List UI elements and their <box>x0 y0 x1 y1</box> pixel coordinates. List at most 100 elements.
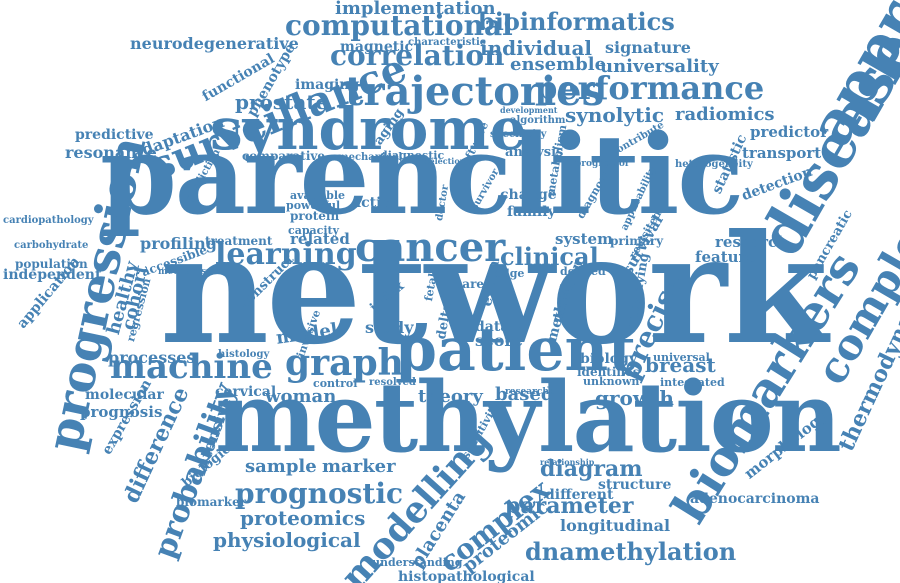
cloud-word: control <box>313 377 358 390</box>
cloud-word: mechanisms <box>158 267 221 277</box>
cloud-word: structure <box>598 477 672 493</box>
cloud-word: synolytic <box>565 103 664 127</box>
cloud-word: biology <box>580 351 638 367</box>
cloud-word: active <box>352 195 399 211</box>
cloud-word: care <box>455 277 485 291</box>
cloud-word: score <box>475 331 524 350</box>
cloud-word: clinical <box>500 242 599 271</box>
cloud-word: growth <box>595 386 674 410</box>
cloud-word: processes <box>108 348 196 367</box>
cloud-word: resolved <box>369 377 416 388</box>
cloud-word: cancer <box>355 224 506 271</box>
cloud-word: methylation <box>215 361 842 474</box>
cloud-word: change <box>500 187 557 203</box>
cloud-word: implementation <box>335 0 496 19</box>
cloud-word: histopathological <box>398 569 535 583</box>
cloud-word: ensemble <box>510 54 607 75</box>
cloud-word: prognostic <box>235 477 403 510</box>
cloud-word: bioinformatics <box>478 7 675 36</box>
cloud-word: related <box>290 230 350 248</box>
cloud-word: selection <box>425 156 466 166</box>
cloud-word: proteomics <box>240 506 366 530</box>
cloud-word: research <box>715 233 789 251</box>
cloud-word: radiomics <box>675 104 775 125</box>
cloud-word: relationship <box>540 457 595 467</box>
cloud-word: capacity <box>288 224 339 237</box>
cloud-word: longitudinal <box>560 516 671 535</box>
cloud-word: parenclitic <box>100 110 744 239</box>
cloud-word: universality <box>600 56 719 77</box>
cloud-word: algorithm <box>510 115 566 126</box>
cloud-word: universal <box>653 351 710 364</box>
cloud-word: comparative <box>242 149 325 163</box>
cloud-word: individual <box>480 36 593 60</box>
cloud-word: identifies <box>577 365 640 379</box>
cloud-word: study <box>365 318 414 337</box>
cloud-word: heterogeneity <box>675 159 753 170</box>
cloud-word: graph <box>285 342 404 384</box>
cloud-word: independent <box>3 267 102 283</box>
cloud-word: edge <box>495 267 525 280</box>
cloud-word: learning <box>215 237 357 272</box>
cloud-word: sample <box>245 456 317 477</box>
cloud-word: family <box>507 204 556 220</box>
cloud-word: derived <box>560 265 606 278</box>
cloud-word: protein <box>290 209 340 223</box>
cloud-word: mechanical <box>338 152 403 163</box>
cloud-word: magnetic <box>340 39 414 55</box>
cloud-word: specificity <box>490 129 547 140</box>
cloud-word: neurodegenerative <box>130 34 299 53</box>
cloud-word: powerful <box>286 199 341 212</box>
cloud-word: marker <box>322 456 396 477</box>
cloud-word: profiling <box>140 234 217 253</box>
cloud-word: population <box>15 257 88 271</box>
cloud-word: imaging <box>295 77 360 93</box>
cloud-word: based <box>495 384 554 405</box>
cloud-word: patient <box>395 315 636 385</box>
cloud-word: predictor <box>750 123 829 141</box>
cloud-word: feature <box>695 248 756 266</box>
cloud-word: development <box>500 105 558 115</box>
cloud-word: theory <box>418 386 483 407</box>
cloud-word: disease <box>745 18 900 268</box>
cloud-word: computational <box>285 9 513 42</box>
cloud-word: different <box>545 487 614 503</box>
cloud-word: biomarker <box>176 495 247 509</box>
cloud-word: performance <box>535 69 765 107</box>
cloud-word: predictive <box>75 127 154 143</box>
cloud-word: data <box>475 319 510 335</box>
cloud-word: histology <box>218 349 270 360</box>
cloud-word: network <box>160 202 828 378</box>
cloud-word: diagram <box>540 456 643 482</box>
cloud-word: dnamethylation <box>525 537 737 566</box>
cloud-word: machine <box>110 347 273 387</box>
cloud-word: diagnostic <box>380 149 445 162</box>
cloud-word: cervical <box>215 384 277 400</box>
cloud-word: woman <box>265 386 337 407</box>
cloud-word: parameter <box>505 493 634 519</box>
cloud-word: physiological <box>213 528 361 552</box>
cloud-word: cardiopathology <box>3 215 94 226</box>
cloud-word: system <box>555 230 613 248</box>
cloud-word: prognosis <box>80 403 163 421</box>
cloud-word: carbohydrate <box>14 240 89 251</box>
cloud-word: correlation <box>330 39 505 72</box>
cloud-word: progressor <box>575 159 630 169</box>
cloud-word: transport <box>742 144 822 162</box>
cloud-word: treatment <box>205 234 273 248</box>
cloud-word: prostate <box>235 90 329 114</box>
cloud-word: available <box>290 189 345 202</box>
cloud-word: adenocarcinoma <box>690 491 820 507</box>
cloud-word: understanding <box>372 556 463 569</box>
cloud-word: trajectories <box>345 68 605 115</box>
cloud-word: molecular <box>85 387 164 403</box>
cloud-word: analysis <box>505 145 564 160</box>
cloud-word: integrated <box>660 376 725 389</box>
cloud-word: signature <box>605 38 691 57</box>
cloud-word: characteristic <box>408 37 486 48</box>
cloud-word: primary <box>610 234 664 248</box>
cloud-word: breast <box>645 353 716 377</box>
cloud-word: syndrome <box>210 95 527 163</box>
cloud-word: researcher <box>505 387 560 397</box>
